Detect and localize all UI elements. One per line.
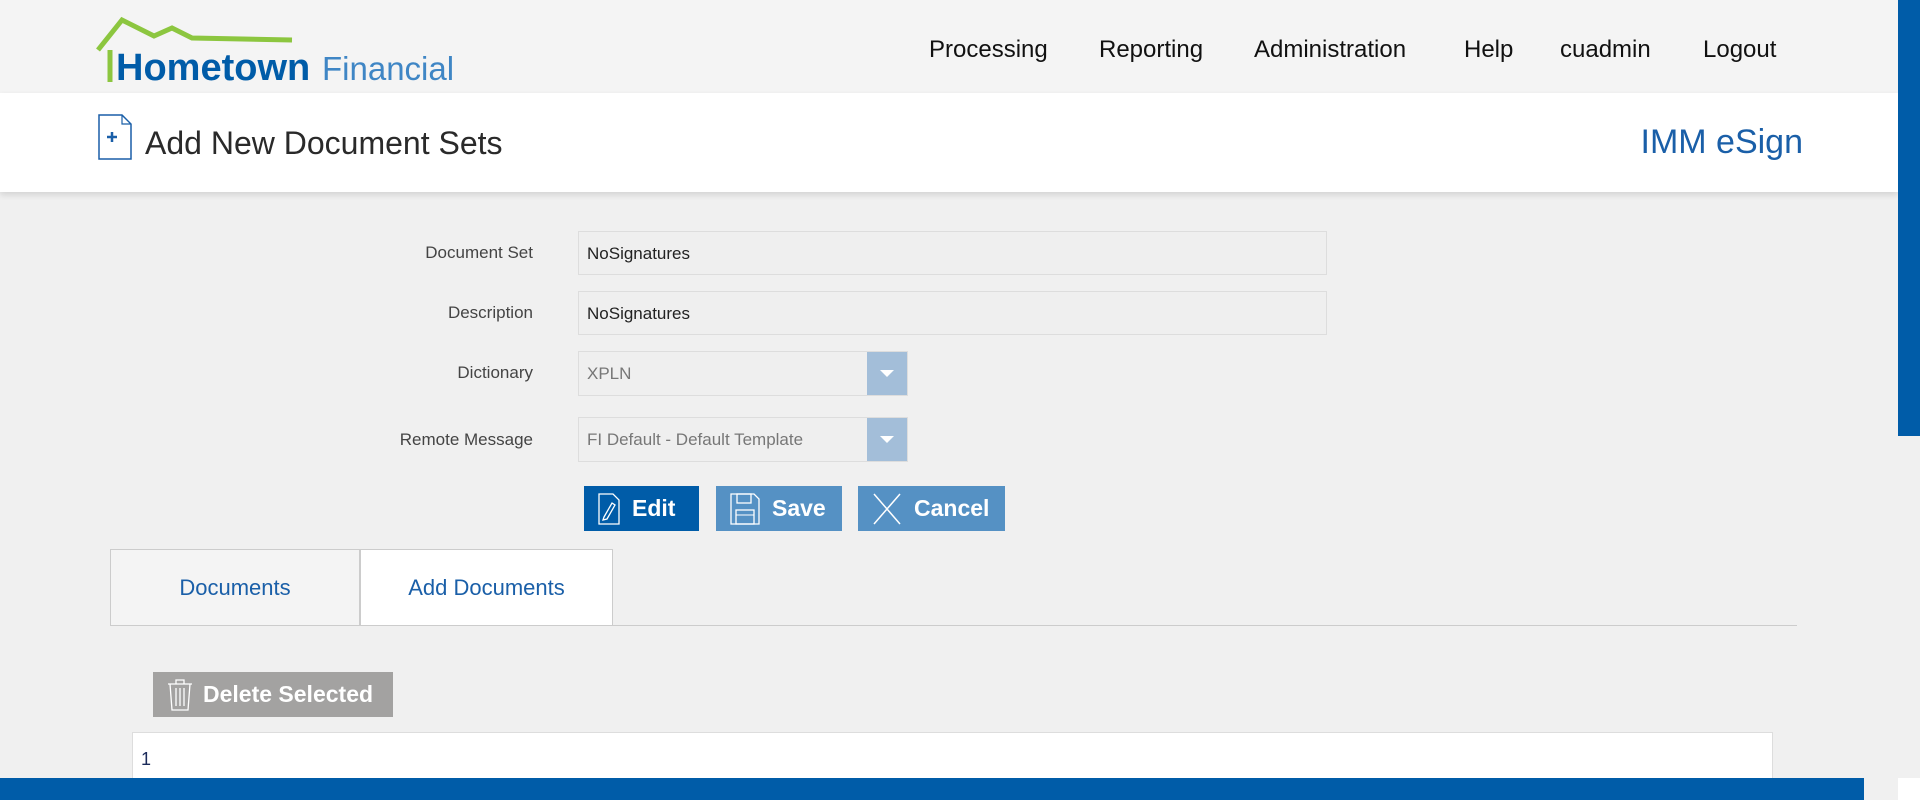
save-icon bbox=[730, 492, 760, 525]
tab-add-documents[interactable]: Add Documents bbox=[360, 549, 613, 626]
dictionary-label: Dictionary bbox=[457, 363, 533, 382]
cancel-label: Cancel bbox=[914, 495, 990, 521]
cancel-button[interactable]: Cancel bbox=[858, 486, 1005, 531]
tab-documents[interactable]: Documents bbox=[110, 549, 360, 626]
chevron-down-icon[interactable] bbox=[867, 352, 907, 395]
save-label: Save bbox=[772, 495, 826, 521]
page-header: Add New Document Sets IMM eSign bbox=[0, 93, 1898, 192]
scrollbar-corner bbox=[1898, 778, 1920, 800]
nav-reporting[interactable]: Reporting bbox=[1099, 36, 1204, 63]
top-nav-bar: Hometown Financial Processing Reporting … bbox=[0, 0, 1898, 93]
nav-processing[interactable]: Processing bbox=[929, 36, 1048, 63]
hometown-financial-logo[interactable]: Hometown Financial bbox=[92, 14, 512, 84]
save-button[interactable]: Save bbox=[716, 486, 842, 531]
nav-help[interactable]: Help bbox=[1464, 36, 1514, 63]
delete-selected-button[interactable]: Delete Selected bbox=[153, 672, 393, 717]
description-input[interactable]: NoSignatures bbox=[578, 291, 1327, 335]
remote-message-value: FI Default - Default Template bbox=[587, 430, 804, 449]
nav-user[interactable]: cuadmin bbox=[1560, 36, 1651, 63]
document-set-label: Document Set bbox=[425, 243, 533, 262]
description-label: Description bbox=[447, 303, 533, 322]
document-set-input[interactable]: NoSignatures bbox=[578, 231, 1327, 275]
add-document-icon bbox=[98, 114, 132, 160]
delete-selected-label: Delete Selected bbox=[203, 681, 374, 707]
close-icon bbox=[873, 493, 901, 524]
tab-divider bbox=[110, 625, 1797, 626]
scrollbar-thumb[interactable] bbox=[1898, 0, 1920, 436]
remote-message-label: Remote Message bbox=[399, 430, 533, 449]
nav-administration[interactable]: Administration bbox=[1254, 36, 1407, 63]
page-title: Add New Document Sets bbox=[145, 125, 503, 161]
dictionary-select[interactable]: XPLN bbox=[578, 351, 908, 396]
remote-message-select[interactable]: FI Default - Default Template bbox=[578, 417, 908, 462]
edit-button[interactable]: Edit bbox=[584, 486, 699, 531]
dictionary-value: XPLN bbox=[587, 364, 632, 383]
edit-label: Edit bbox=[632, 495, 676, 521]
table-cell: 1 bbox=[141, 749, 152, 769]
nav-logout[interactable]: Logout bbox=[1703, 36, 1777, 63]
chevron-down-icon[interactable] bbox=[867, 418, 907, 461]
horizontal-scrollbar[interactable] bbox=[0, 778, 1864, 800]
edit-icon bbox=[598, 492, 620, 525]
svg-text:Financial: Financial bbox=[322, 50, 454, 84]
app-name: IMM eSign bbox=[1640, 123, 1804, 161]
trash-icon bbox=[168, 678, 192, 711]
svg-text:Hometown: Hometown bbox=[116, 47, 310, 84]
